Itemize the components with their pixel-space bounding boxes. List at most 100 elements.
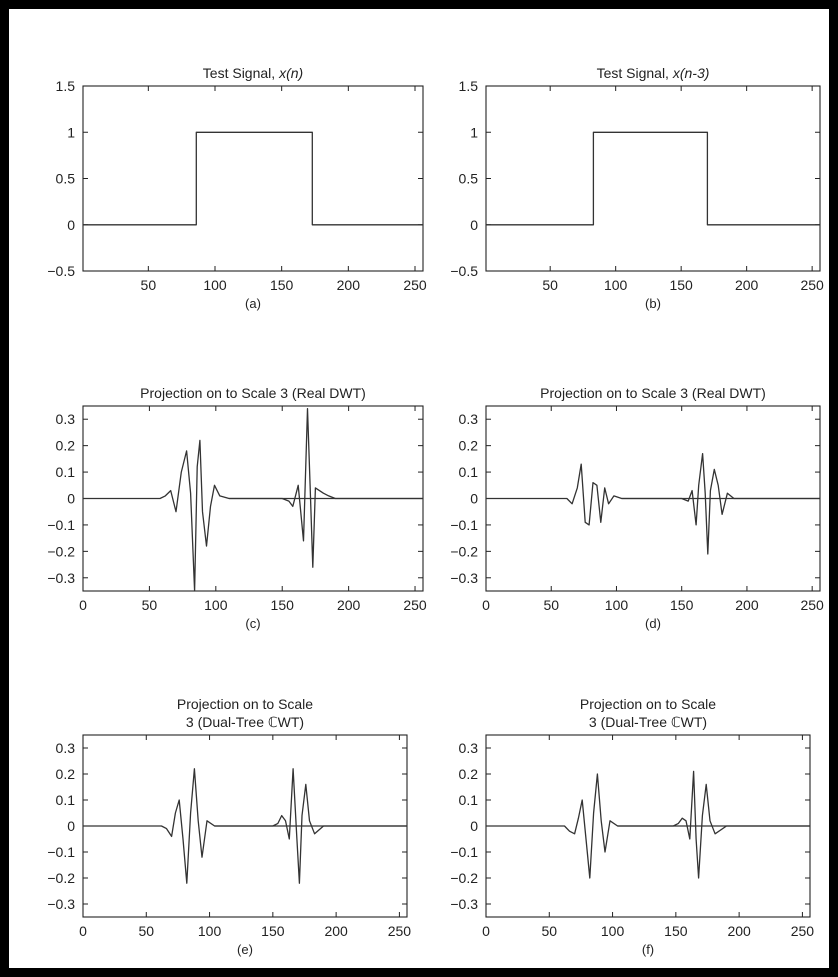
x-tick-label: 0 <box>482 597 490 613</box>
y-tick-label: 0.2 <box>56 766 76 782</box>
title-variable: x(n) <box>278 65 303 81</box>
series-line-0 <box>486 773 810 879</box>
x-tick-label: 50 <box>542 277 558 293</box>
x-tick-label: 0 <box>482 923 490 939</box>
y-tick-label: 0 <box>470 491 478 507</box>
chart-title-line: Projection on to Scale 3 (Real DWT) <box>540 385 766 401</box>
y-tick-label: 0.2 <box>56 438 76 454</box>
series-line-0 <box>486 463 820 526</box>
y-tick-label: 0.5 <box>459 171 479 187</box>
x-tick-label: 200 <box>324 923 348 939</box>
chart-title-line: Projection on to Scale <box>177 696 313 712</box>
y-tick-label: 0 <box>67 491 75 507</box>
y-tick-label: 0.5 <box>56 171 76 187</box>
panel-caption: (d) <box>645 616 661 631</box>
series-line-1 <box>621 452 820 555</box>
x-tick-label: 250 <box>388 923 412 939</box>
y-tick-label: 0 <box>67 217 75 233</box>
x-tick-label: 100 <box>204 597 228 613</box>
x-tick-label: 250 <box>791 923 815 939</box>
chart-title: Test Signal, x(n-3) <box>597 65 710 81</box>
x-tick-label: 100 <box>601 923 625 939</box>
y-tick-label: 0.3 <box>459 411 479 427</box>
y-tick-label: −0.5 <box>47 263 75 279</box>
y-tick-label: −0.1 <box>450 517 478 533</box>
x-tick-label: 250 <box>800 277 824 293</box>
x-tick-label: 50 <box>142 597 158 613</box>
y-tick-label: −0.1 <box>450 844 478 860</box>
x-tick-label: 100 <box>605 597 629 613</box>
y-tick-label: 0.1 <box>56 792 76 808</box>
y-tick-label: −0.1 <box>47 517 75 533</box>
chart-title: Test Signal, x(n) <box>203 65 303 81</box>
x-tick-label: 200 <box>337 277 361 293</box>
y-tick-label: −0.2 <box>47 870 75 886</box>
x-tick-label: 150 <box>261 923 285 939</box>
x-tick-label: 100 <box>203 277 227 293</box>
x-tick-label: 150 <box>670 597 694 613</box>
y-tick-label: 0 <box>67 818 75 834</box>
panel-e: 0.30.20.10−0.1−0.2−0.30 50 100 150 200 250Pro… <box>47 696 411 957</box>
x-tick-label: 200 <box>735 597 759 613</box>
x-tick-label: 50 <box>543 597 559 613</box>
y-tick-label: −0.3 <box>47 896 75 912</box>
y-tick-label: 1.5 <box>56 78 76 94</box>
title-variable: x(n-3) <box>672 65 710 81</box>
x-tick-label: 50 <box>141 277 157 293</box>
x-tick-label: 50 <box>138 923 154 939</box>
panel-f: 0.30.20.10−0.1−0.2−0.30 50 100 150 200 250Pro… <box>450 696 814 957</box>
chart-title-line: 3 (Dual-Tree ℂWT) <box>589 714 707 730</box>
x-tick-label: 250 <box>800 597 824 613</box>
y-tick-label: 0.2 <box>459 438 479 454</box>
chart-title-line: Projection on to Scale <box>580 696 716 712</box>
panel-b: −0.5 0 0.5 1 1.5 50 100 150 200 250 Test Signal, x… <box>450 65 824 311</box>
x-tick-label: 200 <box>735 277 759 293</box>
series-line-0 <box>83 768 407 884</box>
x-tick-label: 150 <box>669 277 693 293</box>
series-line-0 <box>83 131 423 226</box>
axes-frame <box>485 85 821 272</box>
x-tick-label: 200 <box>337 597 361 613</box>
x-tick-label: 100 <box>604 277 628 293</box>
y-tick-label: 1 <box>470 124 478 140</box>
y-tick-label: 0 <box>470 217 478 233</box>
y-tick-label: 1.5 <box>459 78 479 94</box>
x-tick-label: 50 <box>541 923 557 939</box>
y-tick-label: −0.2 <box>450 543 478 559</box>
series-line-1 <box>214 768 407 884</box>
panel-caption: (f) <box>642 942 654 957</box>
series-line-1 <box>229 407 423 568</box>
panel-d: 0.30.20.10−0.1−0.2−0.30 50 100 150 200 250Pro… <box>450 385 824 631</box>
y-tick-label: 0.1 <box>459 464 479 480</box>
panel-c: 0.30.20.10−0.1−0.2−0.30 50 100 150 200 250Pro… <box>47 385 427 631</box>
y-tick-label: 0.1 <box>459 792 479 808</box>
y-tick-label: −0.1 <box>47 844 75 860</box>
chart-title-line: 3 (Dual-Tree ℂWT) <box>186 714 304 730</box>
y-tick-label: 0.3 <box>56 411 76 427</box>
axes-frame <box>82 85 424 272</box>
panel-a: −0.5 0 0.5 1 1.5 50 100 150 200 250 Test Signal, x… <box>47 65 427 311</box>
x-tick-label: 250 <box>403 277 427 293</box>
y-tick-label: 0.2 <box>459 766 479 782</box>
title-text: Test Signal, <box>597 65 673 81</box>
y-tick-label: 0 <box>470 818 478 834</box>
y-tick-label: −0.2 <box>47 543 75 559</box>
y-tick-label: −0.3 <box>450 570 478 586</box>
x-tick-label: 150 <box>271 597 295 613</box>
y-tick-label: −0.2 <box>450 870 478 886</box>
title-text: Test Signal, <box>203 65 279 81</box>
series-line-0 <box>83 439 423 592</box>
x-tick-label: 0 <box>79 923 87 939</box>
x-tick-label: 150 <box>664 923 688 939</box>
y-tick-label: 0.3 <box>459 740 479 756</box>
panel-caption: (a) <box>245 296 261 311</box>
x-tick-label: 250 <box>403 597 427 613</box>
y-tick-label: 0.1 <box>56 464 76 480</box>
y-tick-label: 0.3 <box>56 740 76 756</box>
panel-caption: (e) <box>237 942 253 957</box>
panel-caption: (c) <box>245 616 260 631</box>
y-tick-label: 1 <box>67 124 75 140</box>
series-line-1 <box>617 770 810 879</box>
x-tick-label: 200 <box>727 923 751 939</box>
